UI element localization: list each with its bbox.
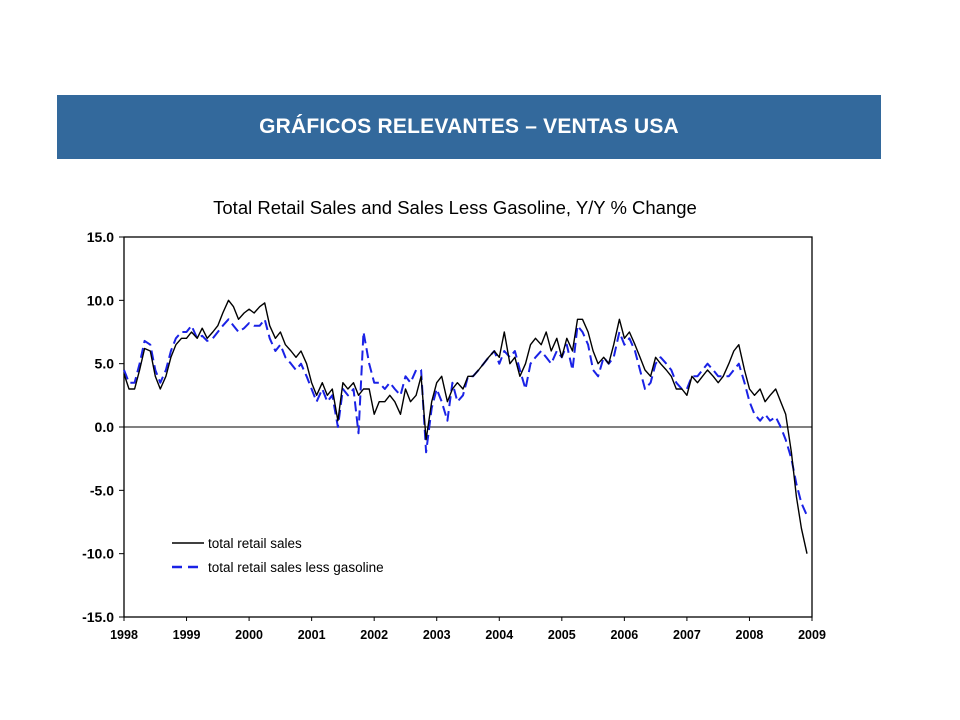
- legend-label: total retail sales: [208, 536, 302, 551]
- series-line-total-retail-sales: [123, 299, 808, 554]
- slide-title-banner: GRÁFICOS RELEVANTES – VENTAS USA: [57, 95, 881, 159]
- x-tick-label: 2009: [798, 628, 826, 642]
- x-tick-label: 2007: [673, 628, 701, 642]
- y-tick-label: -10.0: [82, 546, 114, 562]
- x-tick-label: 2003: [423, 628, 451, 642]
- y-tick-label: -15.0: [82, 609, 114, 625]
- y-tick-label: -5.0: [90, 482, 114, 498]
- y-tick-label: 5.0: [95, 356, 115, 372]
- series-line-less-gasoline: [123, 318, 808, 517]
- x-tick-label: 2005: [548, 628, 576, 642]
- x-tick-label: 2006: [610, 628, 638, 642]
- x-tick-label: 2002: [360, 628, 388, 642]
- x-tick-label: 2000: [235, 628, 263, 642]
- y-tick-label: 10.0: [87, 292, 114, 308]
- x-tick-label: 2008: [736, 628, 764, 642]
- y-tick-label: 15.0: [87, 229, 114, 245]
- y-tick-label: 0.0: [95, 419, 115, 435]
- x-tick-label: 2004: [485, 628, 513, 642]
- slide-title: GRÁFICOS RELEVANTES – VENTAS USA: [259, 115, 679, 138]
- chart-title: Total Retail Sales and Sales Less Gasoli…: [213, 197, 697, 218]
- x-tick-label: 2001: [298, 628, 326, 642]
- x-tick-label: 1998: [110, 628, 138, 642]
- x-tick-label: 1999: [173, 628, 201, 642]
- legend-label: total retail sales less gasoline: [208, 560, 384, 575]
